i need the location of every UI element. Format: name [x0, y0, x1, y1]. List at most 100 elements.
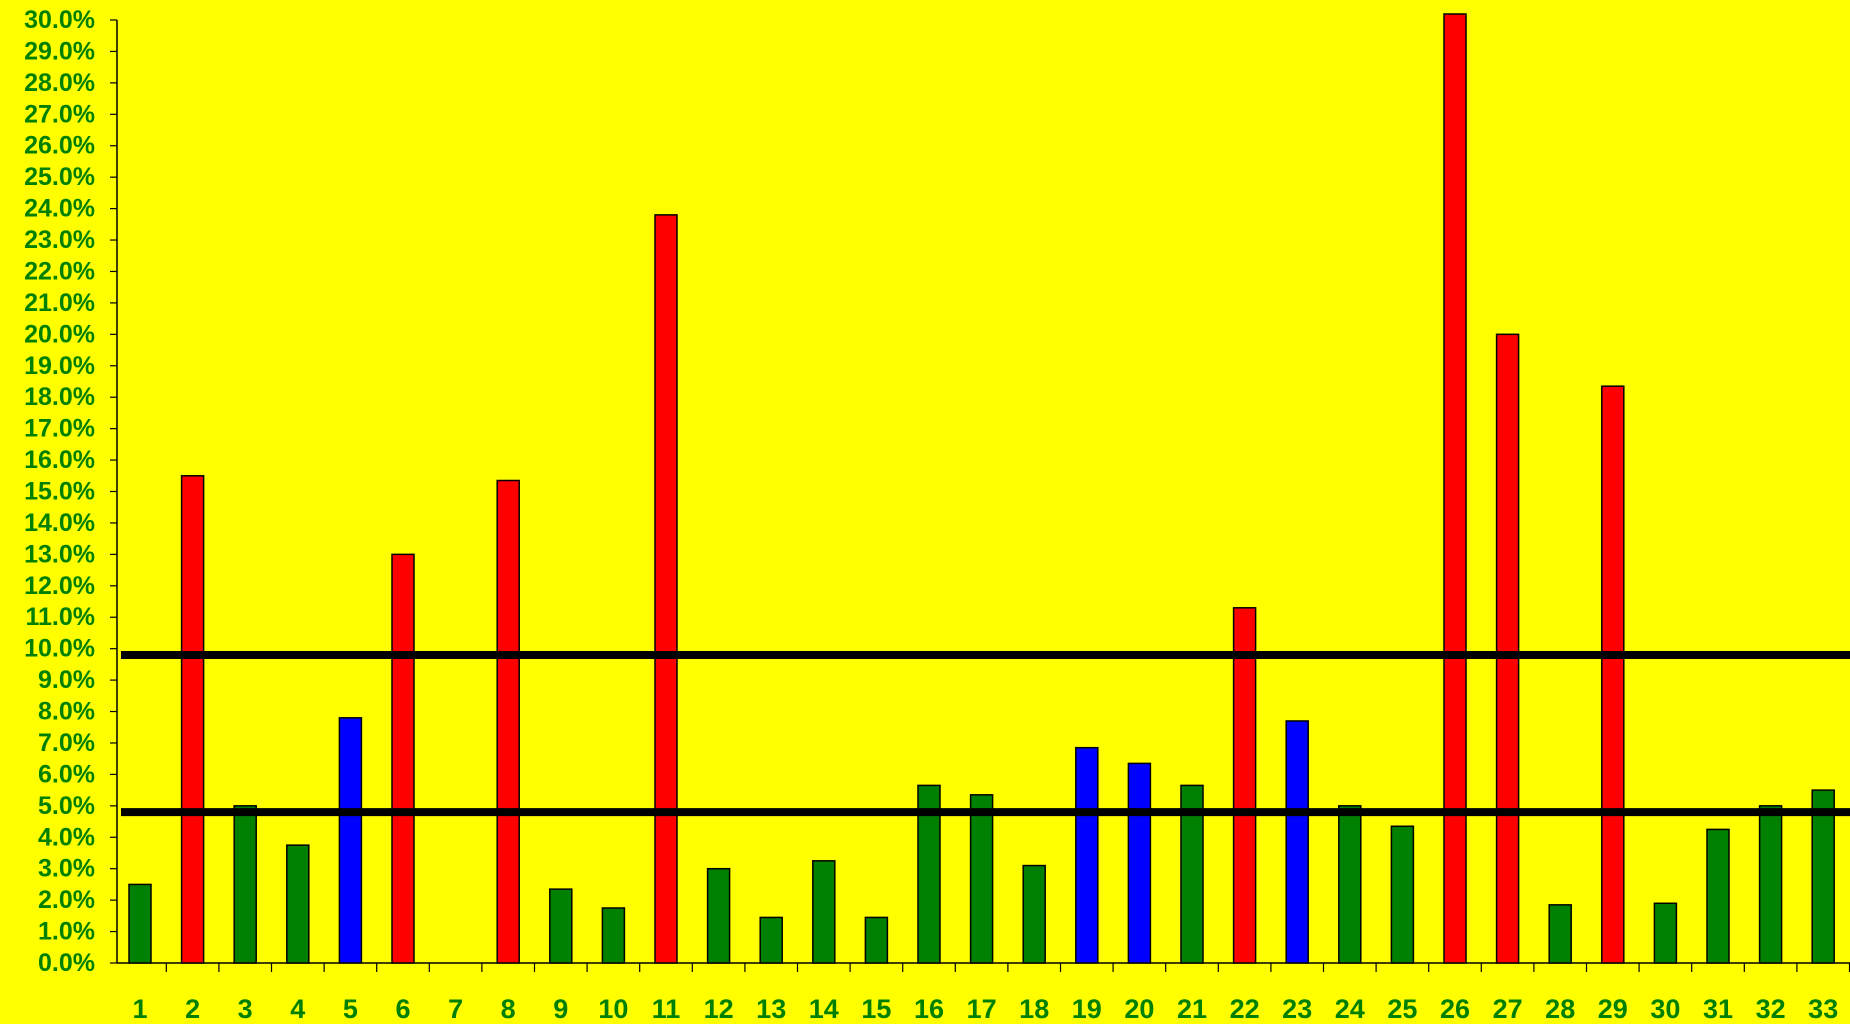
y-tick-label: 16.0% — [24, 446, 95, 474]
x-tick-label: 11 — [652, 994, 681, 1024]
bar — [338, 717, 363, 964]
x-tick-label: 24 — [1335, 994, 1365, 1024]
bar — [917, 784, 941, 964]
x-tick-label: 14 — [809, 994, 839, 1024]
bar — [180, 475, 205, 964]
bar — [969, 794, 994, 964]
x-tick-label: 33 — [1808, 994, 1838, 1024]
bar — [1390, 825, 1415, 964]
y-axis: 0.0% 1.0% 2.0% 3.0% 4.0% 5.0% 6.0% 7.0% 8.0% 9.0%… — [24, 6, 118, 977]
y-tick-label: 13.0% — [24, 540, 95, 568]
x-tick-label: 26 — [1440, 994, 1470, 1024]
bar — [601, 907, 626, 964]
bar — [128, 883, 152, 964]
y-tick-label: 10.0% — [24, 635, 95, 663]
x-tick-label: 32 — [1756, 994, 1786, 1024]
x-tick-label: 6 — [395, 994, 410, 1024]
y-tick-label: 15.0% — [24, 478, 95, 506]
y-tick-label: 1.0% — [38, 918, 95, 946]
x-tick-label: 23 — [1282, 994, 1312, 1024]
x-tick-label: 31 — [1703, 994, 1733, 1024]
x-tick-label: 22 — [1230, 994, 1260, 1024]
y-tick-label: 23.0% — [24, 226, 95, 254]
bar — [1758, 805, 1783, 964]
y-tick-label: 9.0% — [38, 666, 95, 694]
y-tick-label: 8.0% — [38, 698, 95, 726]
bar — [654, 214, 678, 964]
x-tick-label: 16 — [914, 994, 944, 1024]
y-tick-label: 24.0% — [24, 195, 95, 223]
x-tick-label: 17 — [967, 994, 997, 1024]
bar — [286, 844, 310, 964]
bar — [1601, 385, 1625, 964]
bar — [759, 916, 783, 964]
bar — [1180, 784, 1204, 964]
y-tick-label: 17.0% — [24, 415, 95, 443]
bar — [864, 916, 889, 964]
y-tick-label: 25.0% — [24, 163, 95, 191]
x-tick-label: 25 — [1387, 994, 1417, 1024]
bar — [1022, 864, 1046, 964]
x-tick-label: 30 — [1650, 994, 1680, 1024]
x-tick-label: 4 — [290, 994, 305, 1024]
bar — [1495, 333, 1520, 964]
x-tick-label: 3 — [238, 994, 253, 1024]
y-tick-label: 14.0% — [24, 509, 95, 537]
x-tick-label: 8 — [501, 994, 516, 1024]
bar — [1706, 828, 1730, 964]
bar — [1653, 902, 1678, 964]
bar — [1232, 607, 1257, 964]
bar — [391, 553, 415, 964]
y-tick-label: 21.0% — [24, 289, 95, 317]
y-tick-label: 11.0% — [25, 603, 95, 631]
bar — [1285, 720, 1309, 964]
bar — [1443, 13, 1467, 964]
y-tick-label: 19.0% — [24, 352, 95, 380]
bar — [1075, 746, 1099, 964]
bar — [233, 805, 257, 964]
x-tick-label: 2 — [185, 994, 200, 1024]
y-tick-label: 5.0% — [38, 792, 95, 820]
y-tick-label: 6.0% — [38, 760, 95, 788]
y-tick-label: 3.0% — [38, 855, 95, 883]
x-tick-labels: 1 2 3 4 5 6 7 8 9 10 11 12 13 14 15 16 17 18 19 20 21 22 23 24 2… — [132, 994, 1838, 1024]
x-tick-label: 7 — [448, 994, 463, 1024]
y-tick-label: 29.0% — [24, 37, 95, 65]
bar — [1811, 789, 1835, 964]
x-tick-label: 20 — [1124, 994, 1154, 1024]
bar — [1338, 805, 1362, 964]
x-tick-label: 12 — [704, 994, 734, 1024]
y-tick-label: 22.0% — [24, 257, 95, 285]
bar — [812, 860, 836, 964]
reference-lines — [121, 650, 1850, 817]
x-tick-label: 29 — [1598, 994, 1628, 1024]
y-tick-label: 30.0% — [24, 6, 95, 34]
y-tick-label: 28.0% — [24, 69, 95, 97]
x-tick-label: 5 — [343, 994, 358, 1024]
x-tick-label: 28 — [1545, 994, 1575, 1024]
x-tick-label: 19 — [1072, 994, 1102, 1024]
x-tick-label: 15 — [861, 994, 891, 1024]
y-tick-label: 0.0% — [38, 949, 95, 977]
y-tick-label: 2.0% — [38, 886, 95, 914]
y-tick-label: 26.0% — [24, 132, 95, 160]
y-tick-label: 18.0% — [24, 383, 95, 411]
y-tick-label: 7.0% — [38, 729, 95, 757]
y-tick-label: 27.0% — [24, 100, 95, 128]
y-tick-label: 20.0% — [24, 320, 95, 348]
x-tick-label: 1 — [132, 994, 147, 1024]
bar — [549, 888, 573, 964]
bar — [496, 479, 520, 964]
bar — [706, 867, 731, 964]
x-tick-label: 13 — [756, 994, 786, 1024]
y-tick-label: 12.0% — [24, 572, 95, 600]
bar — [1127, 762, 1152, 964]
x-tick-label: 27 — [1493, 994, 1523, 1024]
bar — [1548, 904, 1572, 964]
y-tick-label: 4.0% — [38, 823, 95, 851]
x-tick-label: 10 — [598, 994, 628, 1024]
x-tick-label: 9 — [553, 994, 568, 1024]
x-tick-label: 21 — [1177, 994, 1207, 1024]
